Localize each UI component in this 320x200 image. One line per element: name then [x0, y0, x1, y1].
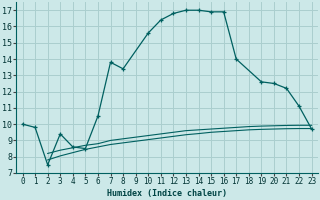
X-axis label: Humidex (Indice chaleur): Humidex (Indice chaleur) — [107, 189, 227, 198]
